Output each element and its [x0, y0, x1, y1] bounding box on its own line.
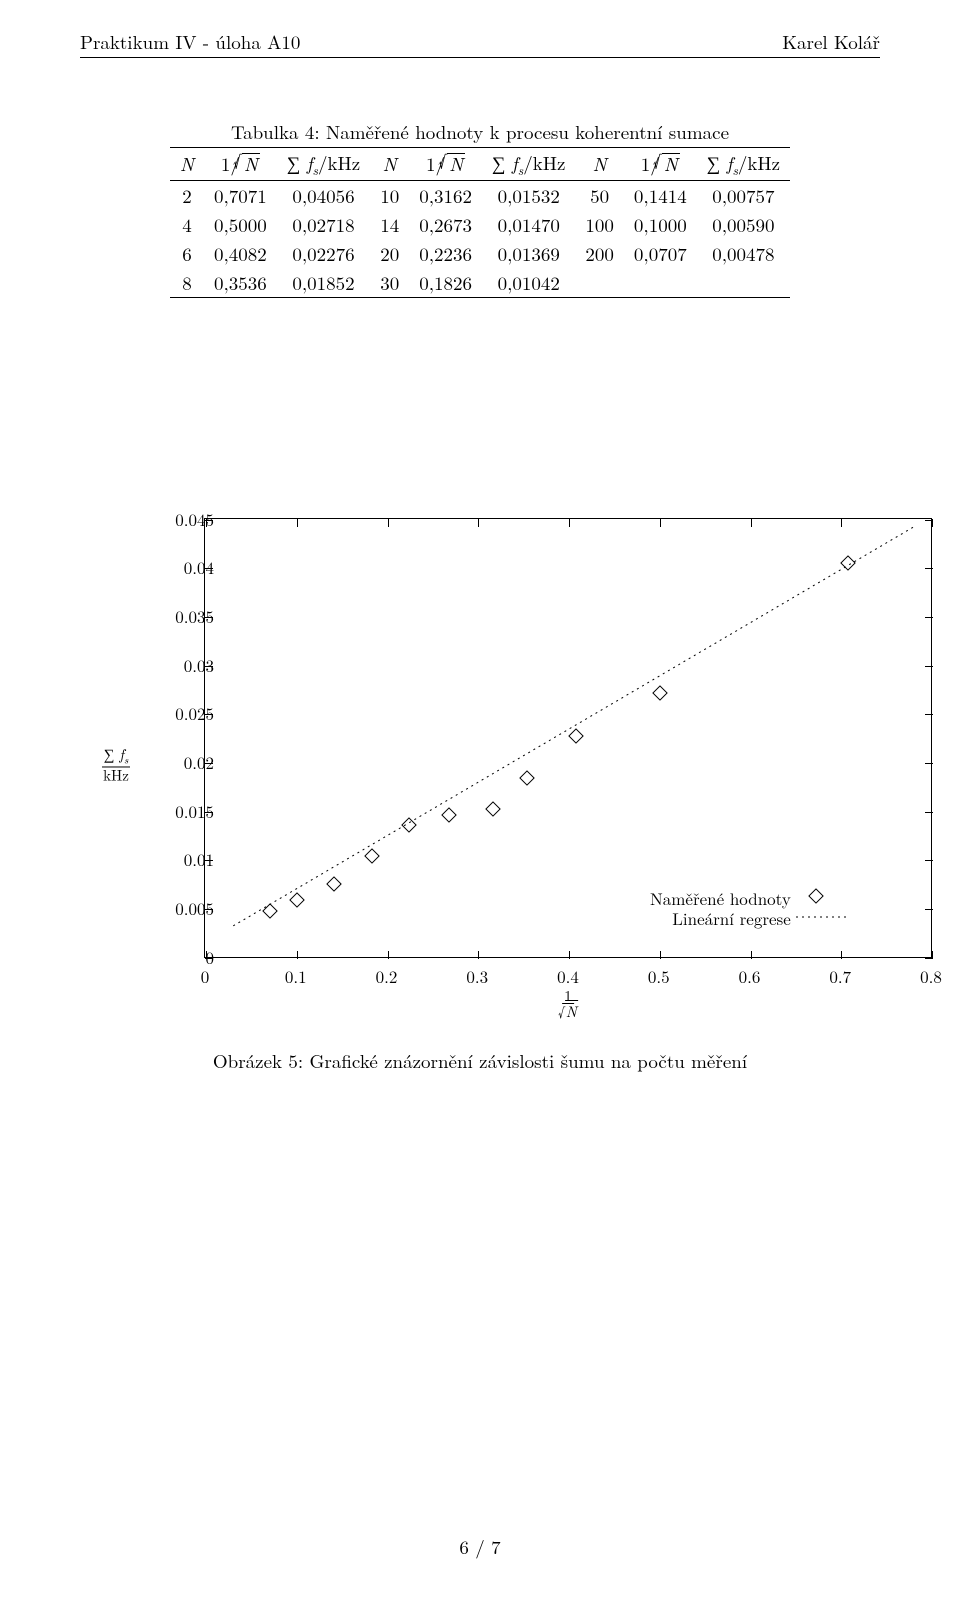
chart-ytick-label: 0.025	[154, 701, 214, 725]
table-cell: 0,7071	[204, 180, 277, 210]
chart-legend-entry: Lineární regrese	[551, 906, 791, 930]
table-cell: 0,04056	[277, 180, 370, 210]
chart-ytick-label: 0.02	[154, 750, 214, 774]
table-cell: 4	[170, 210, 204, 239]
table-cell: 0,2236	[409, 239, 482, 268]
chart-xtick	[932, 951, 933, 959]
table-header-row: N 1/√N ∑ fs/kHz N 1/√N ∑ fs/kHz N 1/√N ∑…	[170, 148, 790, 181]
chart-xtick	[388, 519, 389, 527]
table-cell: 0,01042	[482, 268, 575, 298]
chart-xtick	[388, 951, 389, 959]
chart-xtick	[660, 519, 661, 527]
table-cell: 2	[170, 180, 204, 210]
chart-ytick-label: 0.005	[154, 896, 214, 920]
table-cell	[697, 268, 790, 298]
chart-ytick	[925, 666, 933, 667]
table-cell	[575, 268, 624, 298]
chart-ytick-label: 0.045	[154, 507, 214, 531]
table-cell: 200	[575, 239, 624, 268]
chart-xtick	[932, 519, 933, 527]
table-cell: 0,02718	[277, 210, 370, 239]
table-row: 80,35360,01852300,18260,01042	[170, 268, 790, 298]
table-cell: 14	[370, 210, 409, 239]
table-body: 20,70710,04056100,31620,01532500,14140,0…	[170, 180, 790, 297]
data-table: N 1/√N ∑ fs/kHz N 1/√N ∑ fs/kHz N 1/√N ∑…	[170, 147, 790, 298]
table-cell: 0,5000	[204, 210, 277, 239]
table-cell: 8	[170, 268, 204, 298]
chart-xtick	[297, 519, 298, 527]
table-cell: 0,1414	[624, 180, 697, 210]
chart-ytick-label: 0.01	[154, 847, 214, 871]
table-cell: 0,01852	[277, 268, 370, 298]
chart-xtick-label: 0.4	[557, 964, 579, 988]
chart-ytick-label: 0.015	[154, 799, 214, 823]
table-cell: 6	[170, 239, 204, 268]
table-row: 20,70710,04056100,31620,01532500,14140,0…	[170, 180, 790, 210]
table-cell: 0,4082	[204, 239, 277, 268]
table-cell: 0,01532	[482, 180, 575, 210]
chart-legend-marker-line	[796, 912, 846, 922]
header-right: Karel Kolář	[782, 28, 880, 55]
chart-xlabel: 1√N	[558, 988, 578, 1019]
table-cell: 0,00757	[697, 180, 790, 210]
table-cell	[624, 268, 697, 298]
page-number: 6 / 7	[0, 1533, 960, 1560]
chart-xtick-label: 0.1	[285, 964, 307, 988]
chart-xtick	[569, 519, 570, 527]
chart-xtick-label: 0.7	[829, 964, 851, 988]
chart-xtick-label: 0.3	[466, 964, 488, 988]
table-cell: 0,02276	[277, 239, 370, 268]
header-rule	[80, 57, 880, 58]
chart-xtick-label: 0.5	[648, 964, 670, 988]
chart-xtick	[841, 519, 842, 527]
chart-xtick	[478, 951, 479, 959]
chart-xtick	[841, 951, 842, 959]
chart-ytick	[925, 763, 933, 764]
chart-xtick	[751, 951, 752, 959]
table-cell: 100	[575, 210, 624, 239]
chart-ytick-label: 0.04	[154, 555, 214, 579]
chart-ytick	[925, 812, 933, 813]
table-cell: 0,3536	[204, 268, 277, 298]
chart-xtick-label: 0.2	[376, 964, 398, 988]
header-left: Praktikum IV - úloha A10	[80, 28, 300, 55]
table-cell: 0,0707	[624, 239, 697, 268]
table-cell: 0,1826	[409, 268, 482, 298]
table-cell: 0,1000	[624, 210, 697, 239]
table-cell: 10	[370, 180, 409, 210]
table-cell: 50	[575, 180, 624, 210]
scatter-chart: ∑ fskHz 1√N 00.0050.010.0150.020.0250.03…	[98, 518, 948, 1013]
table-cell: 0,2673	[409, 210, 482, 239]
chart-ytick	[925, 568, 933, 569]
chart-ytick-label: 0.03	[154, 653, 214, 677]
table-cell: 30	[370, 268, 409, 298]
table-cell: 0,01369	[482, 239, 575, 268]
table-row: 40,50000,02718140,26730,014701000,10000,…	[170, 210, 790, 239]
table-row: 60,40820,02276200,22360,013692000,07070,…	[170, 239, 790, 268]
chart-ytick-label: 0.035	[154, 604, 214, 628]
chart-xtick	[660, 951, 661, 959]
table-cell: 0,3162	[409, 180, 482, 210]
table-cell: 0,00590	[697, 210, 790, 239]
chart-xtick	[297, 951, 298, 959]
table-caption: Tabulka 4: Naměřené hodnoty k procesu ko…	[170, 118, 790, 145]
chart-xtick-label: 0	[201, 964, 210, 988]
figure-caption: Obrázek 5: Grafické znázornění závislost…	[80, 1047, 880, 1074]
chart-ytick	[925, 860, 933, 861]
chart-ytick	[925, 909, 933, 910]
chart-ylabel: ∑ fskHz	[98, 747, 134, 784]
chart-xtick	[569, 951, 570, 959]
table-cell: 0,00478	[697, 239, 790, 268]
chart-xtick	[751, 519, 752, 527]
table-cell: 0,01470	[482, 210, 575, 239]
table-cell: 20	[370, 239, 409, 268]
chart-ytick	[925, 714, 933, 715]
chart-xtick	[478, 519, 479, 527]
chart-xtick-label: 0.6	[739, 964, 761, 988]
chart-xtick-label: 0.8	[920, 964, 942, 988]
chart-ytick	[925, 617, 933, 618]
